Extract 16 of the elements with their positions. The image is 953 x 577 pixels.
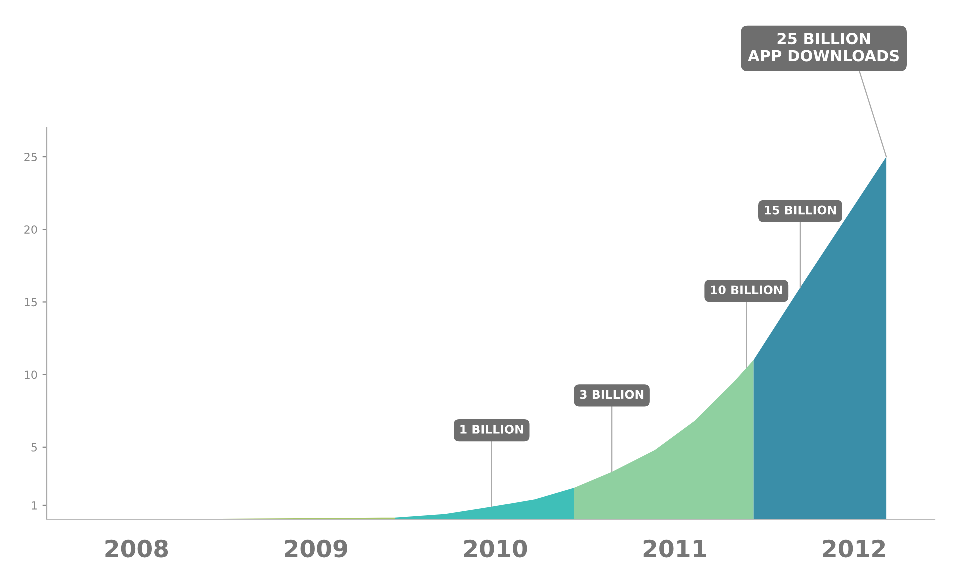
x-tick-label: 2011 (644, 540, 706, 558)
x-tick-label: 2012 (823, 540, 886, 558)
x-tick-label: 2008 (106, 540, 168, 558)
annotation: 25 BILLION APP DOWNLOADS (748, 33, 900, 62)
y-tick-label: 5 (32, 444, 37, 452)
annotation: 3 BILLION (580, 390, 644, 400)
x-tick-label: 2009 (285, 540, 348, 558)
annotation: 1 BILLION (460, 425, 524, 434)
y-tick-label: 15 (25, 298, 37, 307)
y-tick-label: 25 (24, 153, 37, 162)
y-tick-label: 10 (25, 370, 38, 380)
annotation: 10 BILLION (711, 286, 782, 295)
x-tick-label: 2010 (464, 540, 528, 558)
annotation: 15 BILLION (765, 206, 836, 215)
y-tick-label: 1 (32, 502, 37, 510)
y-tick-label: 20 (24, 226, 38, 234)
